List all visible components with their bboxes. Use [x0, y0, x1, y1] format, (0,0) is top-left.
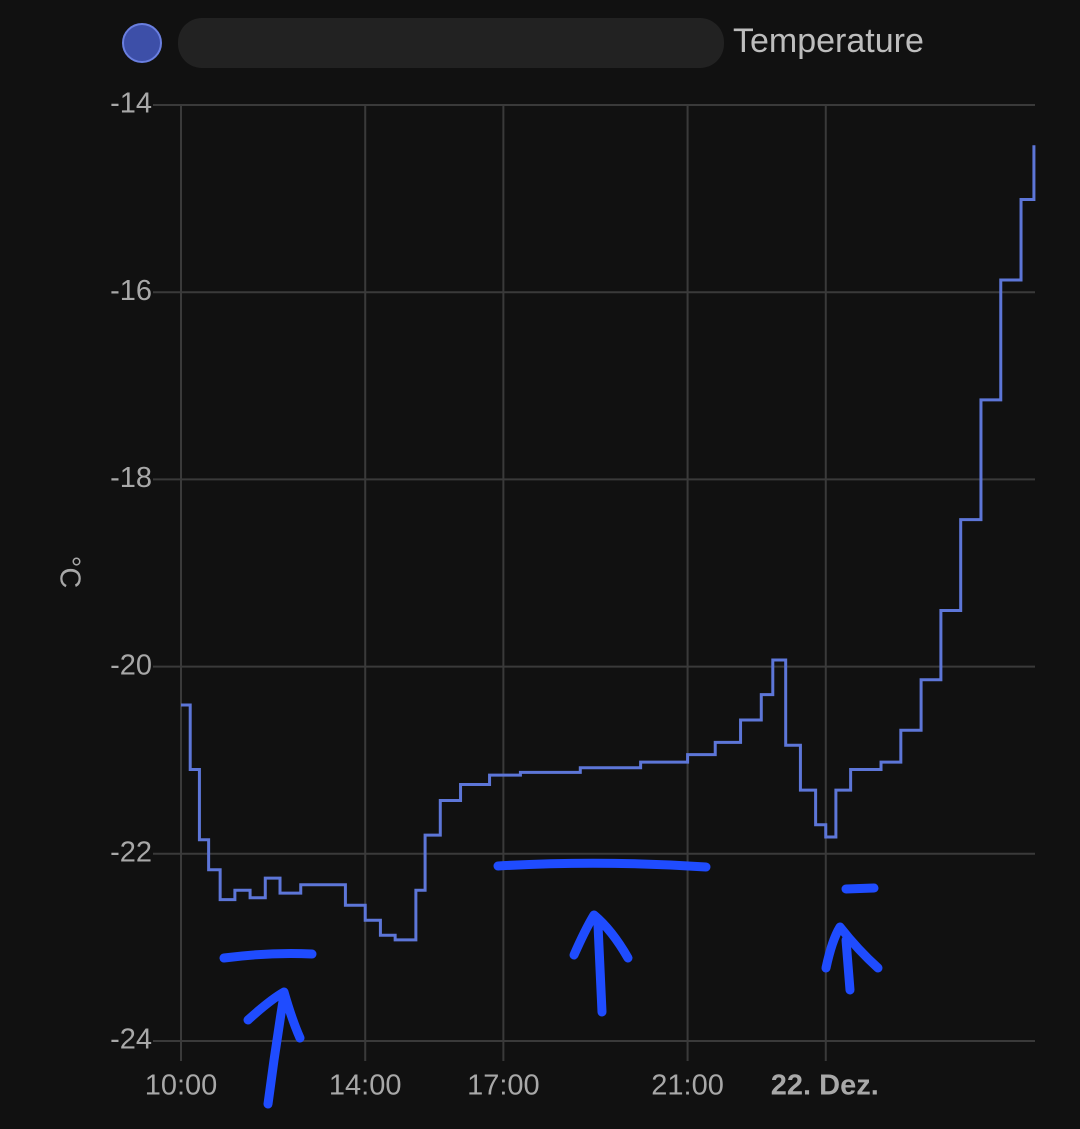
y-tick-label: -20: [110, 649, 152, 681]
annotation-stroke: [219, 949, 317, 963]
y-tick-label: -16: [110, 275, 152, 307]
redaction: [178, 18, 724, 68]
y-tick-label: -14: [110, 88, 152, 120]
annotation-arrow: [569, 910, 633, 1017]
line: [181, 145, 1036, 942]
legend-swatch[interactable]: [122, 23, 162, 63]
x-tick-label: 10:00: [145, 1070, 218, 1102]
x-tick-label: 14:00: [329, 1070, 402, 1102]
y-axis-label: °C: [53, 556, 85, 589]
y-tick-label: -18: [110, 462, 152, 494]
y-tick-label: -22: [110, 836, 152, 868]
annotation-stroke: [493, 858, 711, 872]
x-tick-label: 21:00: [651, 1070, 724, 1102]
annotation-stroke: [841, 883, 879, 894]
y-tick-label: -24: [110, 1024, 152, 1056]
x-tick-label: 17:00: [467, 1070, 540, 1102]
x-tick-label: 22. Dez.: [771, 1070, 879, 1102]
annotations: [219, 858, 883, 1109]
annotation-arrow: [821, 922, 883, 995]
legend-label[interactable]: Temperature: [733, 22, 924, 60]
annotation-arrow: [243, 987, 305, 1109]
